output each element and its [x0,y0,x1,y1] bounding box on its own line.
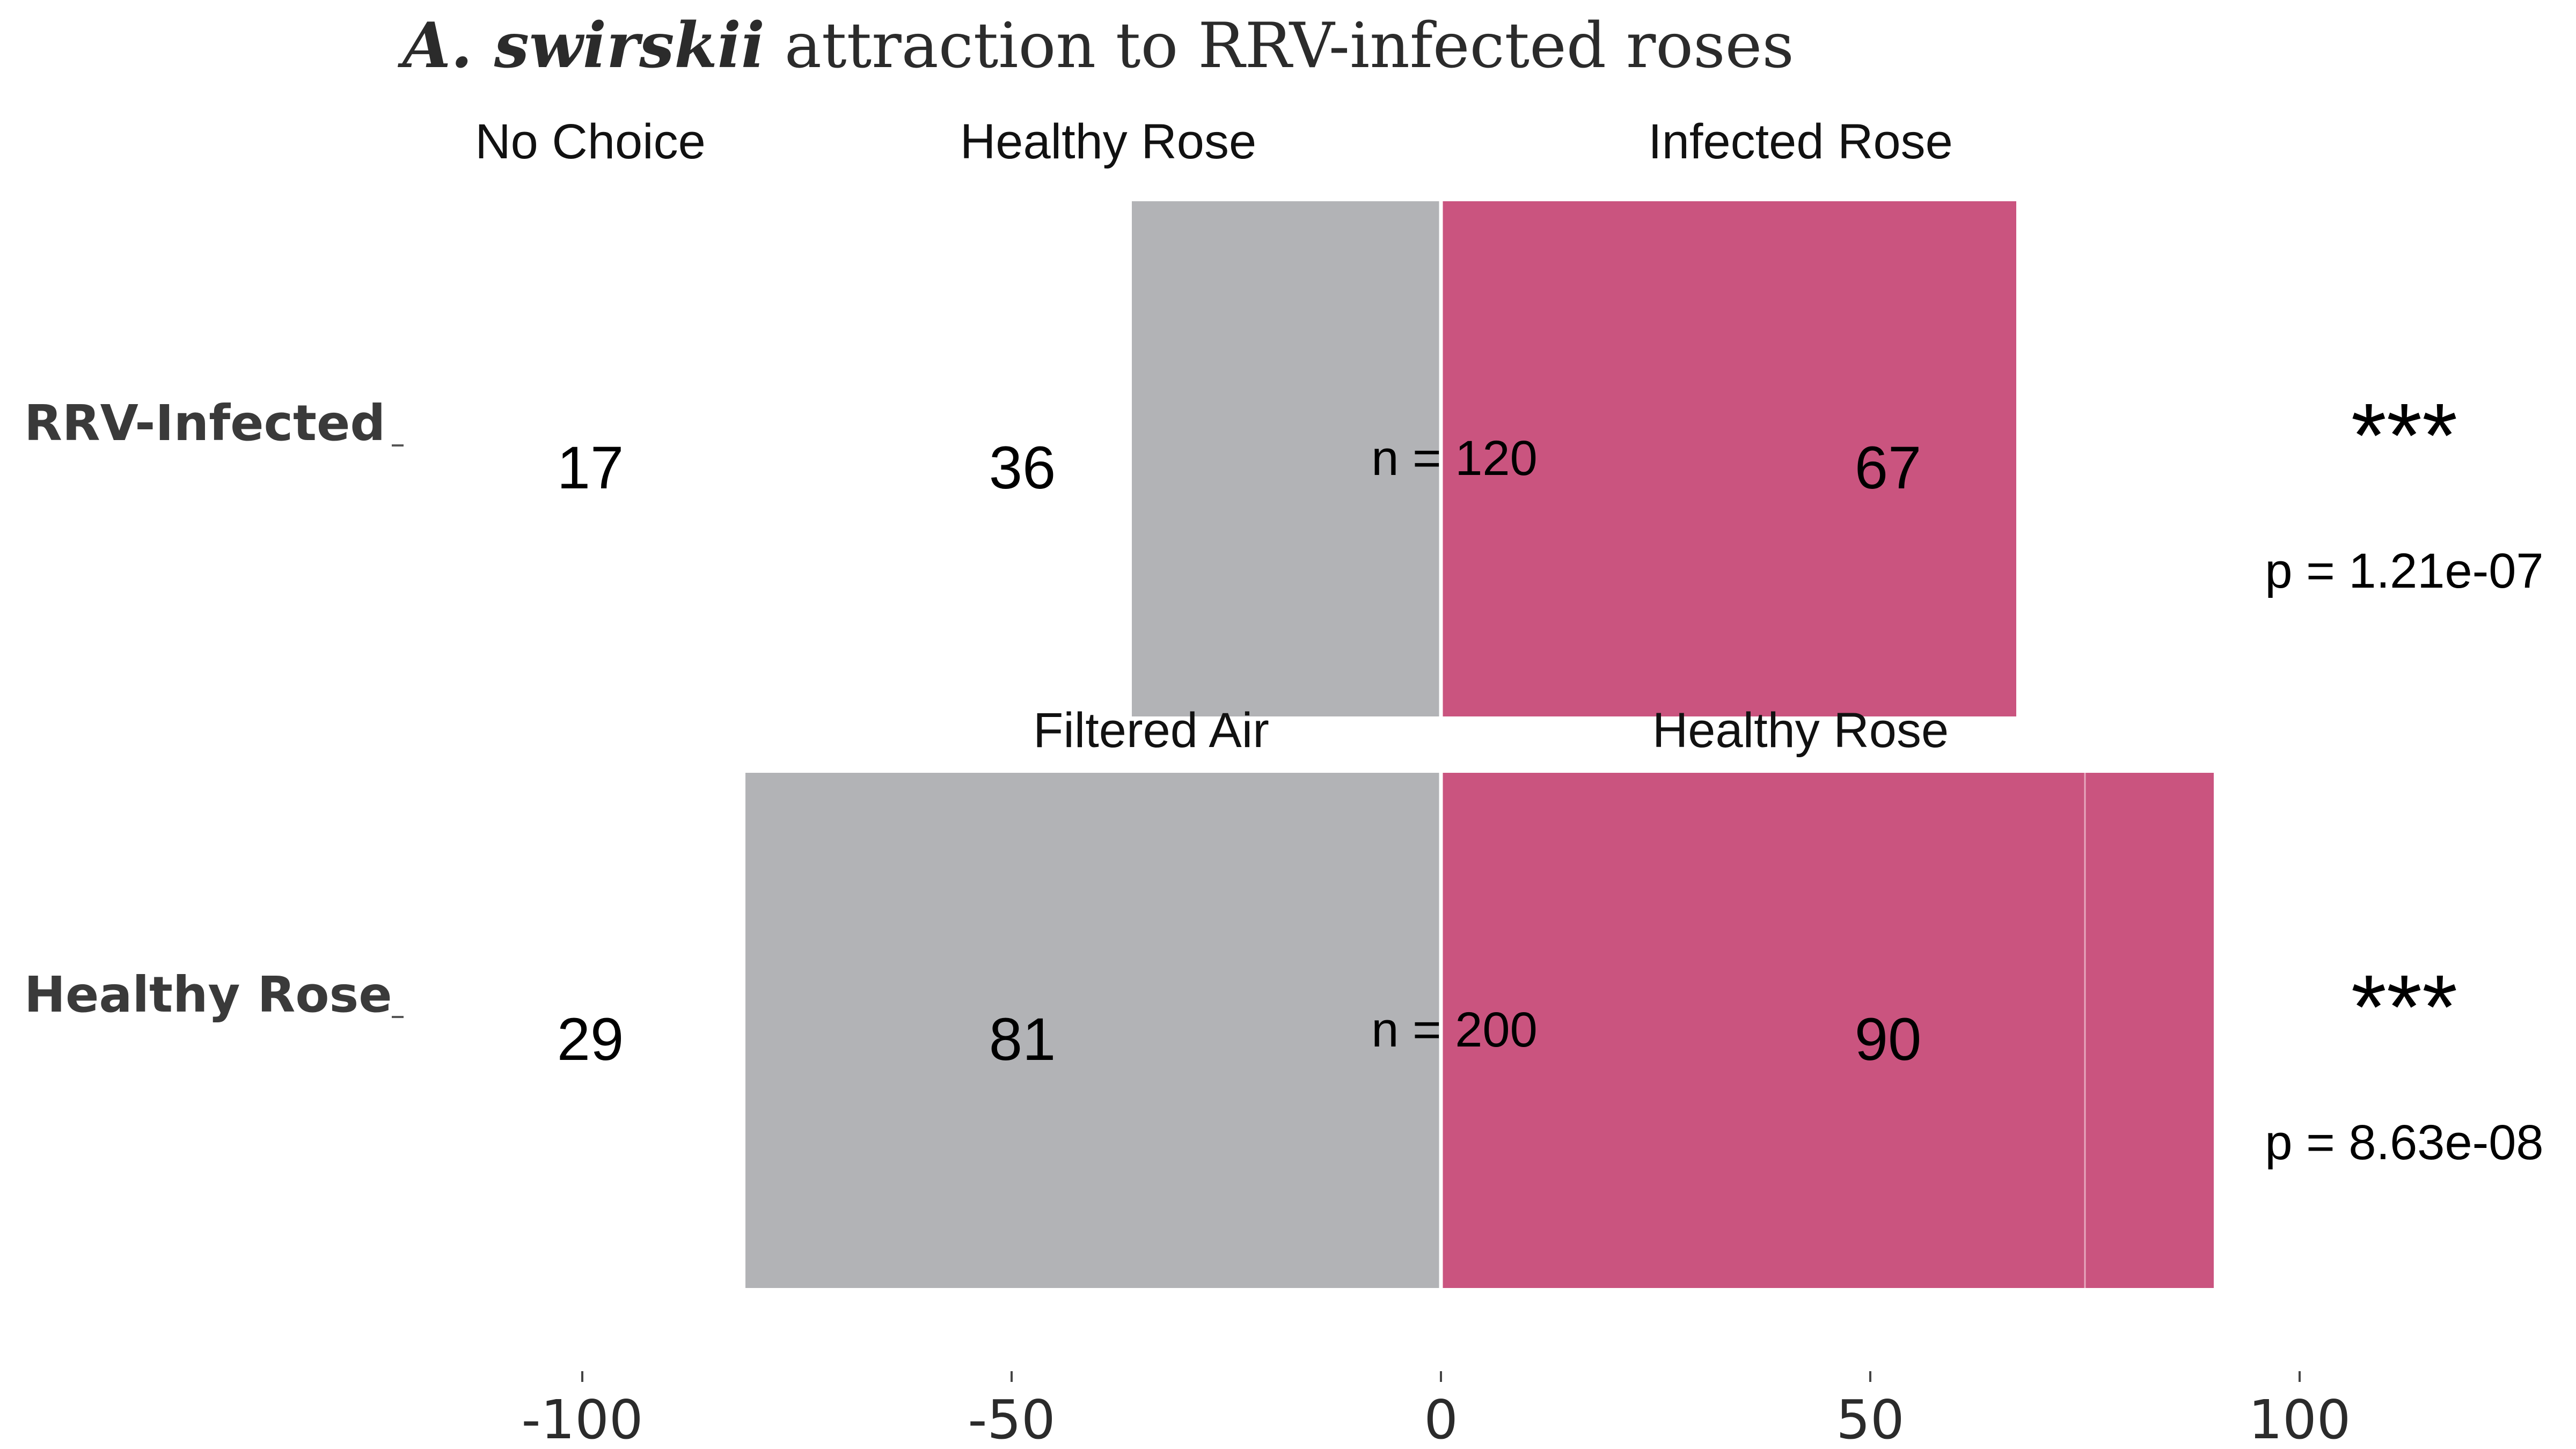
no-choice-count-1: 29 [557,1006,624,1073]
chart-title: A. swirskii attraction to RRV-infected r… [397,9,1794,82]
bars-layer [745,201,2214,1288]
chart-title-italic: A. swirskii [397,9,765,82]
x-tick-label-2: 0 [1424,1388,1458,1449]
no-choice-count-0: 17 [557,434,624,501]
category-label-1: Healthy Rose [24,966,392,1023]
header-no-choice-0: No Choice [475,114,706,169]
labels-layer: RRV-Infected No Choice Healthy Rose Infecte… [24,114,2544,1170]
n-label-0: n = 120 [1371,431,1538,486]
p-value-0: p = 1.21e-07 [2265,544,2543,598]
header-right-0: Infected Rose [1648,114,1953,169]
header-left-0: Healthy Rose [960,114,1256,169]
header-left-1: Filtered Air [1033,703,1269,758]
x-axis: -100 -50 0 50 100 [522,1371,2351,1449]
left-count-0: 36 [989,434,1056,501]
right-count-1: 90 [1855,1006,1922,1073]
bar-left-0 [1132,201,1441,716]
bar-left-1 [745,773,1441,1288]
right-count-0: 67 [1855,434,1922,501]
n-label-1: n = 200 [1371,1002,1538,1057]
x-tick-label-4: 100 [2249,1388,2351,1449]
significance-stars-0: *** [2351,385,2457,487]
p-value-1: p = 8.63e-08 [2265,1115,2543,1170]
bar-right-1 [1441,773,2214,1288]
left-count-1: 81 [989,1006,1056,1073]
chart-title-rest: attraction to RRV-infected roses [765,10,1794,82]
x-tick-label-1: -50 [968,1388,1055,1449]
x-tick-label-3: 50 [1836,1388,1904,1449]
bar-right-0 [1441,201,2016,716]
x-tick-label-0: -100 [522,1388,643,1449]
header-right-1: Healthy Rose [1652,703,1949,758]
significance-stars-1: *** [2351,956,2457,1058]
category-label-0: RRV-Infected [24,394,385,452]
